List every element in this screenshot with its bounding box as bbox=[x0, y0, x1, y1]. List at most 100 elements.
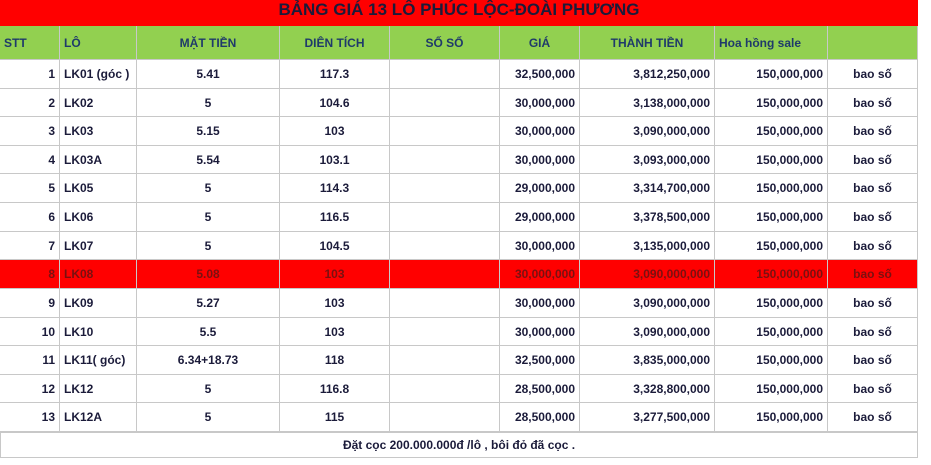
table-cell: LK05 bbox=[60, 174, 137, 203]
table-cell: 1 bbox=[0, 60, 60, 89]
table-cell: 7 bbox=[0, 232, 60, 260]
table-cell: bao số bbox=[828, 318, 918, 346]
table-cell bbox=[390, 260, 500, 289]
table-cell: 150,000,000 bbox=[715, 146, 828, 174]
table-cell: 3,835,000,000 bbox=[580, 346, 715, 375]
table-cell: 30,000,000 bbox=[500, 289, 580, 318]
table-cell: 104.6 bbox=[280, 89, 390, 117]
table-cell: 32,500,000 bbox=[500, 346, 580, 375]
table-cell: bao số bbox=[828, 403, 918, 432]
table-cell: 10 bbox=[0, 318, 60, 346]
table-cell: 118 bbox=[280, 346, 390, 375]
table-cell: 5 bbox=[137, 174, 280, 203]
table-cell: 103 bbox=[280, 260, 390, 289]
table-cell bbox=[390, 117, 500, 146]
table-cell: 150,000,000 bbox=[715, 260, 828, 289]
header-cell bbox=[828, 26, 918, 60]
table-cell: 8 bbox=[0, 260, 60, 289]
table-cell: 5.54 bbox=[137, 146, 280, 174]
table-cell: 116.8 bbox=[280, 375, 390, 403]
table-cell bbox=[390, 318, 500, 346]
table-cell: 150,000,000 bbox=[715, 232, 828, 260]
table-cell: 114.3 bbox=[280, 174, 390, 203]
table-cell: bao số bbox=[828, 375, 918, 403]
table-cell: 103.1 bbox=[280, 146, 390, 174]
table-cell: 30,000,000 bbox=[500, 117, 580, 146]
table-cell: 29,000,000 bbox=[500, 174, 580, 203]
table-cell: LK12A bbox=[60, 403, 137, 432]
table-cell: 3 bbox=[0, 117, 60, 146]
table-cell: bao số bbox=[828, 289, 918, 318]
table-cell: 150,000,000 bbox=[715, 346, 828, 375]
table-cell: LK07 bbox=[60, 232, 137, 260]
table-cell: 6 bbox=[0, 203, 60, 232]
table-cell: 116.5 bbox=[280, 203, 390, 232]
table-cell: LK03 bbox=[60, 117, 137, 146]
header-cell: Hoa hồng sale bbox=[715, 26, 828, 60]
table-cell: 5 bbox=[137, 232, 280, 260]
header-cell: MẶT TIỀN bbox=[137, 26, 280, 60]
table-cell: 3,138,000,000 bbox=[580, 89, 715, 117]
table-cell: 3,135,000,000 bbox=[580, 232, 715, 260]
table-cell: bao số bbox=[828, 203, 918, 232]
table-cell: LK09 bbox=[60, 289, 137, 318]
table-cell: 9 bbox=[0, 289, 60, 318]
table-cell: 5.5 bbox=[137, 318, 280, 346]
table-cell: 12 bbox=[0, 375, 60, 403]
table-cell: 11 bbox=[0, 346, 60, 375]
table-cell bbox=[390, 146, 500, 174]
header-cell: THÀNH TIỀN bbox=[580, 26, 715, 60]
table-cell: LK03A bbox=[60, 146, 137, 174]
table-title: BẢNG GIÁ 13 LÔ PHÚC LỘC-ĐOÀI PHƯƠNG bbox=[0, 0, 918, 27]
header-cell: LÔ bbox=[60, 26, 137, 60]
table-cell: 150,000,000 bbox=[715, 89, 828, 117]
table-cell: LK06 bbox=[60, 203, 137, 232]
table-cell: 5 bbox=[137, 375, 280, 403]
table-cell: 5 bbox=[137, 89, 280, 117]
table-cell: 150,000,000 bbox=[715, 117, 828, 146]
table-cell: 3,093,000,000 bbox=[580, 146, 715, 174]
table-cell: 2 bbox=[0, 89, 60, 117]
table-cell: 103 bbox=[280, 289, 390, 318]
table-cell: 30,000,000 bbox=[500, 232, 580, 260]
table-cell: 13 bbox=[0, 403, 60, 432]
table-cell: 28,500,000 bbox=[500, 375, 580, 403]
table-cell: LK01 (góc ) bbox=[60, 60, 137, 89]
table-cell: 150,000,000 bbox=[715, 318, 828, 346]
table-cell: 3,090,000,000 bbox=[580, 117, 715, 146]
table-cell: 104.5 bbox=[280, 232, 390, 260]
table-cell: bao số bbox=[828, 117, 918, 146]
table-cell: 3,090,000,000 bbox=[580, 318, 715, 346]
table-cell bbox=[390, 232, 500, 260]
table-cell: 3,277,500,000 bbox=[580, 403, 715, 432]
table-cell: 28,500,000 bbox=[500, 403, 580, 432]
table-cell: LK11( góc) bbox=[60, 346, 137, 375]
table-cell: bao số bbox=[828, 260, 918, 289]
table-cell: 30,000,000 bbox=[500, 260, 580, 289]
table-cell: 150,000,000 bbox=[715, 403, 828, 432]
table-cell: bao số bbox=[828, 60, 918, 89]
table-cell: 30,000,000 bbox=[500, 89, 580, 117]
table-cell: 3,328,800,000 bbox=[580, 375, 715, 403]
table-cell bbox=[390, 403, 500, 432]
table-cell: 5 bbox=[137, 403, 280, 432]
header-cell: DIÊN TÍCH bbox=[280, 26, 390, 60]
table-cell: 5.08 bbox=[137, 260, 280, 289]
table-cell: bao số bbox=[828, 89, 918, 117]
table-cell bbox=[390, 89, 500, 117]
table-cell: 4 bbox=[0, 146, 60, 174]
table-cell bbox=[390, 289, 500, 318]
table-cell: 117.3 bbox=[280, 60, 390, 89]
table-cell bbox=[390, 60, 500, 89]
table-cell bbox=[390, 174, 500, 203]
table-cell: 103 bbox=[280, 318, 390, 346]
table-cell bbox=[390, 346, 500, 375]
table-cell: 3,812,250,000 bbox=[580, 60, 715, 89]
table-cell: 32,500,000 bbox=[500, 60, 580, 89]
table-cell: 103 bbox=[280, 117, 390, 146]
table-cell: 5.41 bbox=[137, 60, 280, 89]
table-cell: 3,090,000,000 bbox=[580, 289, 715, 318]
table-cell: 3,378,500,000 bbox=[580, 203, 715, 232]
table-cell: 3,314,700,000 bbox=[580, 174, 715, 203]
